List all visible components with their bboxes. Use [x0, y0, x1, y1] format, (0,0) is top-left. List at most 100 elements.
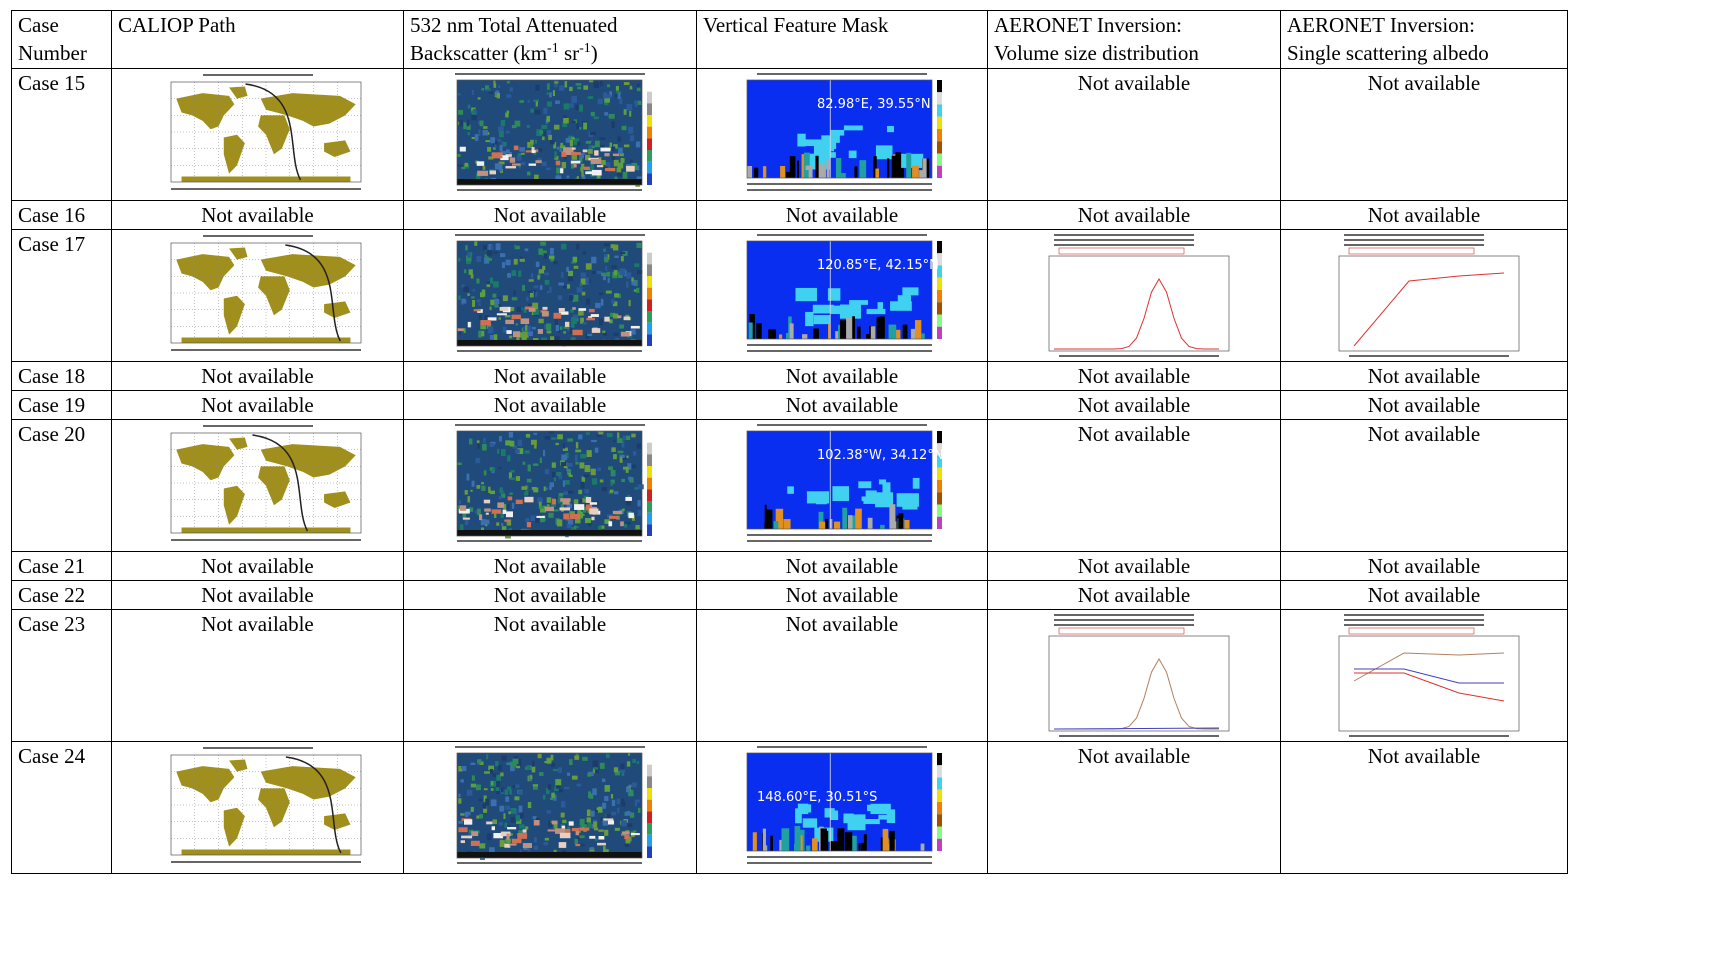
- backscatter-pixel: [597, 525, 602, 530]
- cell-text: Not available: [403, 390, 697, 420]
- backscatter-pixel: [459, 512, 466, 516]
- backscatter-pixel: [469, 507, 474, 512]
- backscatter-pixel: [587, 822, 592, 828]
- backscatter-pixel: [535, 84, 540, 91]
- aerosol-layer: [505, 511, 513, 518]
- backscatter-pixel: [636, 100, 642, 105]
- caption-text: [1349, 355, 1509, 357]
- colorbar: [647, 252, 652, 265]
- backscatter-pixel: [489, 765, 494, 770]
- backscatter-pixel: [530, 143, 533, 147]
- backscatter-pixel: [548, 431, 554, 434]
- backscatter-pixel: [602, 332, 607, 336]
- backscatter-pixel: [626, 836, 632, 842]
- backscatter-pixel: [565, 479, 570, 485]
- plot-frame: [746, 240, 933, 340]
- surface-feature: [875, 168, 880, 178]
- aerosol-layer: [547, 829, 558, 832]
- backscatter-pixel: [591, 824, 595, 829]
- backscatter-pixel: [498, 131, 504, 138]
- backscatter-pixel: [578, 158, 583, 163]
- backscatter-pixel: [470, 762, 476, 766]
- backscatter-pixel: [512, 445, 518, 449]
- backscatter-pixel: [617, 450, 624, 454]
- backscatter-pixel: [610, 469, 616, 477]
- backscatter-pixel: [489, 467, 494, 471]
- backscatter-pixel: [563, 103, 570, 110]
- backscatter-pixel: [521, 161, 526, 166]
- aerosol-layer: [535, 160, 542, 164]
- table-row: Case 19 Not available Not available Not ava…: [11, 390, 1568, 420]
- surface-feature: [786, 332, 791, 339]
- backscatter-pixel: [630, 329, 636, 335]
- colorbar: [647, 91, 652, 104]
- backscatter-pixel: [566, 503, 572, 509]
- figure-thumbnail: [1048, 614, 1230, 737]
- cloud: [830, 129, 845, 136]
- aerosol-layer: [492, 155, 503, 159]
- backscatter-pixel: [555, 779, 562, 786]
- cell-text: Not available: [696, 390, 988, 420]
- header-cell: 532 nm Total Attenuated Backscatter (km-1…: [403, 10, 697, 69]
- aerosol-layer: [608, 515, 619, 519]
- backscatter-pixel: [573, 138, 580, 145]
- backscatter-pixel: [562, 819, 567, 824]
- backscatter-pixel: [570, 261, 576, 264]
- surface-feature: [921, 333, 925, 339]
- backscatter-pixel: [472, 299, 476, 307]
- figure-thumbnail: [455, 73, 652, 191]
- backscatter-pixel: [616, 313, 621, 316]
- aerosol-layer: [479, 514, 483, 521]
- aerosol-layer: [463, 819, 473, 825]
- backscatter-pixel: [605, 266, 608, 272]
- backscatter-pixel: [501, 493, 506, 498]
- figure-cell: [403, 419, 697, 552]
- colorbar: [647, 431, 652, 443]
- size-curve: [1054, 277, 1220, 350]
- aerosol-layer: [544, 506, 554, 512]
- backscatter-pixel: [566, 175, 570, 179]
- cloud: [827, 288, 841, 301]
- backscatter-pixel: [580, 481, 585, 489]
- surface-feature: [789, 323, 794, 339]
- figure-thumbnail: 120.85°E, 42.15°N: [746, 234, 942, 352]
- backscatter-pixel: [571, 95, 578, 103]
- backscatter-pixel: [589, 848, 595, 852]
- backscatter-pixel: [551, 792, 555, 799]
- backscatter-pixel: [476, 299, 481, 303]
- backscatter-pixel: [481, 485, 486, 491]
- colorbar: [647, 103, 652, 115]
- backscatter-pixel: [622, 171, 628, 179]
- backscatter-pixel: [612, 473, 615, 477]
- figure-thumbnail: [170, 235, 361, 351]
- backscatter-pixel: [476, 440, 480, 444]
- surface-feature: [773, 521, 779, 529]
- backscatter-pixel: [553, 261, 558, 265]
- plot-frame: [456, 430, 643, 537]
- backscatter-pixel: [502, 326, 507, 333]
- caption-text: [457, 350, 642, 352]
- backscatter-pixel: [569, 511, 575, 515]
- aerosol-layer: [504, 843, 510, 848]
- backscatter-pixel: [580, 317, 584, 324]
- backscatter-pixel: [536, 817, 540, 821]
- backscatter-pixel: [498, 85, 501, 89]
- backscatter-pixel: [576, 287, 583, 293]
- backscatter-pixel: [486, 833, 492, 841]
- colorbar: [937, 314, 942, 327]
- backscatter-pixel: [566, 466, 569, 472]
- backscatter-pixel: [493, 141, 498, 148]
- surface-feature: [796, 160, 800, 178]
- backscatter-pixel: [614, 255, 619, 259]
- cloud: [806, 491, 830, 504]
- backscatter-pixel: [544, 279, 550, 285]
- aerosol-layer: [630, 833, 640, 836]
- backscatter-pixel: [542, 136, 545, 141]
- caption-text: [1344, 234, 1484, 236]
- aerosol-layer: [579, 827, 590, 831]
- backscatter-pixel: [637, 269, 643, 275]
- cell-text: Not available: [111, 361, 404, 391]
- backscatter-pixel: [496, 449, 500, 454]
- backscatter-pixel: [613, 159, 619, 167]
- backscatter-pixel: [544, 272, 550, 276]
